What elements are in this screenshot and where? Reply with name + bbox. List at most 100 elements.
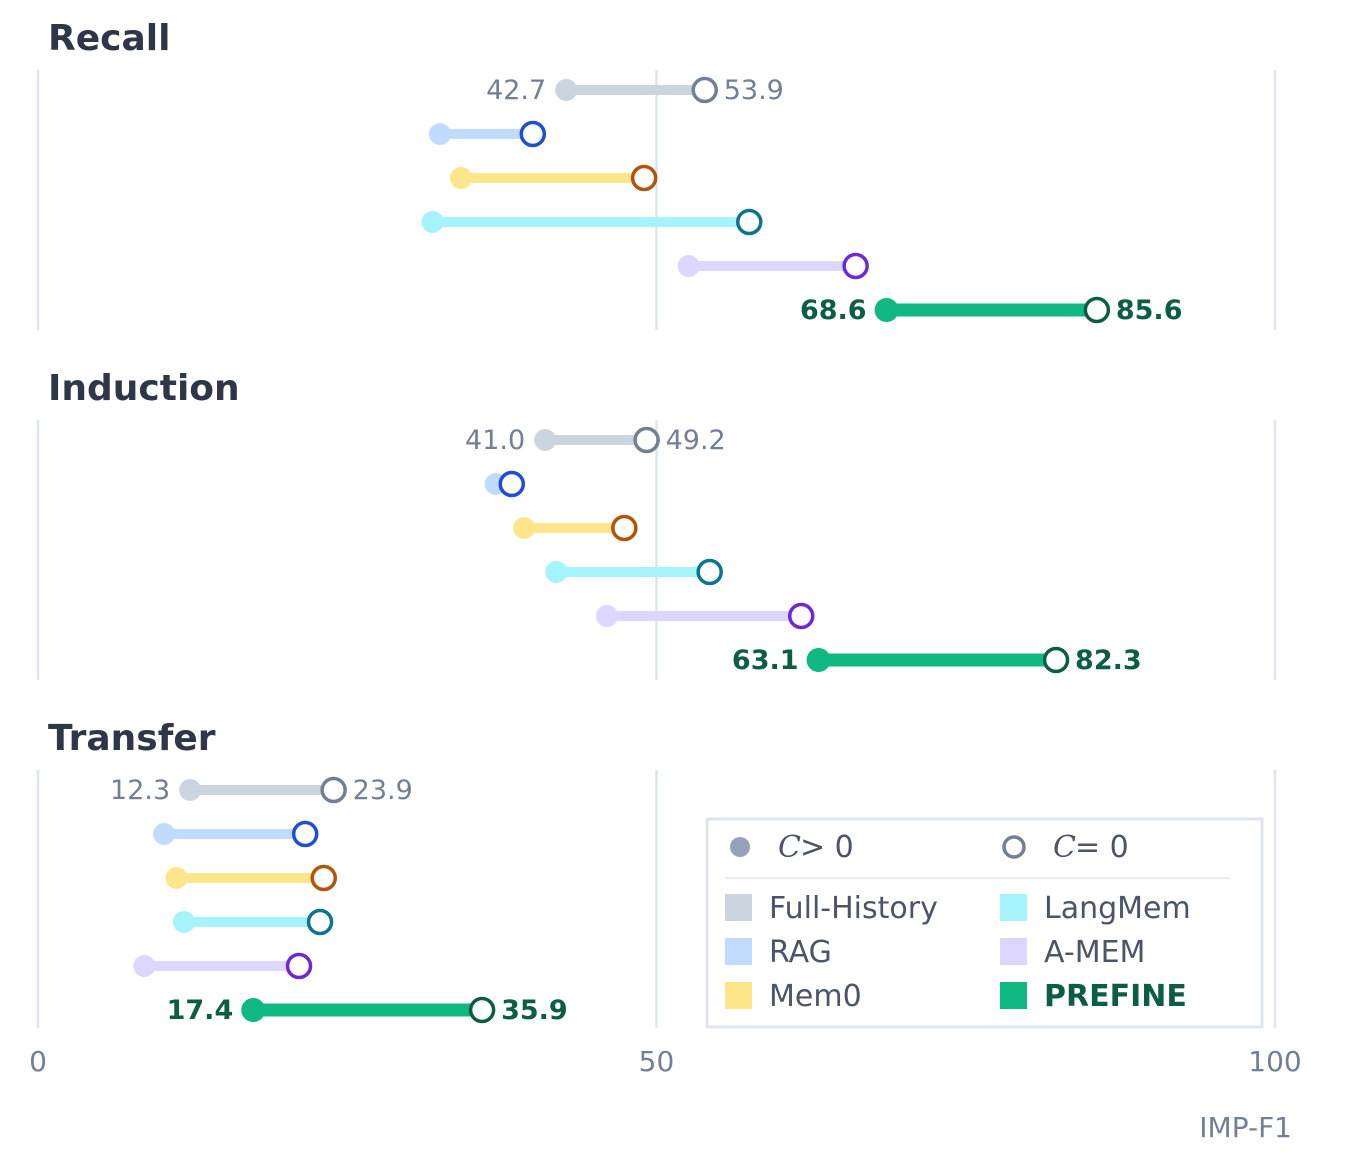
point-c-zero-a-mem (787, 602, 815, 630)
row-mem0 (513, 514, 638, 542)
row-full-history: 12.3 23.9 (110, 775, 413, 806)
legend-item-prefine: PREFINE (1000, 979, 1187, 1014)
point-c-pos-prefine (806, 648, 831, 672)
point-c-zero-rag (519, 120, 547, 148)
x-tick-label: 50 (639, 1045, 675, 1078)
point-c-zero-langmem (306, 908, 334, 936)
legend-item-mem0: Mem0 (725, 979, 862, 1014)
row-mem0 (450, 164, 658, 192)
panel-transfer: Transfer 12.3 23.9 17.4 35.9 (36, 718, 1277, 1028)
open-circle-icon (1002, 835, 1026, 859)
data-label: 68.6 (800, 295, 867, 326)
legend-swatch (1000, 894, 1027, 921)
panel-induction: Induction 41.0 49.2 63.1 82.3 (36, 368, 1277, 680)
point-c-pos-full-history (555, 79, 578, 101)
point-c-zero-mem0 (611, 514, 638, 542)
x-tick-label: 100 (1248, 1045, 1301, 1078)
legend-marker-label: > 0 (800, 830, 854, 865)
legend-swatch (725, 938, 752, 965)
point-c-zero-mem0 (310, 864, 337, 892)
row-a-mem (596, 602, 815, 630)
data-label: 53.9 (724, 75, 784, 106)
panel-title: Transfer (48, 718, 216, 759)
row-langmem (172, 908, 334, 936)
point-c-zero-langmem (696, 558, 723, 586)
panel-recall: Recall 42.7 53.9 68.6 85.6 (36, 18, 1277, 330)
data-label: 49.2 (666, 425, 726, 456)
row-full-history: 42.7 53.9 (486, 75, 784, 106)
point-c-zero-prefine (468, 996, 496, 1024)
legend-marker-label: = 0 (1075, 830, 1129, 865)
legend-item-a-mem: A-MEM (1000, 935, 1145, 970)
point-c-pos-mem0 (513, 517, 536, 539)
data-label: 17.4 (167, 995, 234, 1026)
legend-label: Full-History (769, 891, 938, 926)
row-prefine: 17.4 35.9 (167, 995, 568, 1026)
row-rag (484, 470, 526, 498)
x-tick-label: 0 (29, 1045, 47, 1078)
legend-label: A-MEM (1044, 935, 1145, 970)
legend-box (705, 817, 1264, 1029)
row-langmem (421, 208, 763, 236)
point-c-pos-langmem (421, 211, 444, 233)
legend-swatch (725, 982, 752, 1009)
legend-swatch (1000, 938, 1027, 965)
data-label: 23.9 (353, 775, 413, 806)
legend-item-rag: RAG (725, 935, 832, 970)
panel-title: Recall (48, 18, 170, 59)
row-rag (153, 820, 319, 848)
row-langmem (545, 558, 723, 586)
point-c-pos-a-mem (133, 955, 156, 977)
point-c-pos-mem0 (165, 867, 188, 889)
point-c-zero-a-mem (285, 952, 313, 980)
filled-circle-icon (730, 837, 750, 857)
point-c-zero-prefine (1083, 296, 1111, 324)
legend-label: LangMem (1044, 891, 1191, 926)
point-c-pos-rag (153, 823, 176, 845)
point-c-zero-langmem (736, 208, 763, 236)
legend-label: PREFINE (1044, 979, 1187, 1014)
legend-label: Mem0 (769, 979, 862, 1014)
point-c-zero-full-history (691, 76, 718, 104)
row-a-mem (133, 952, 313, 980)
legend-label: RAG (769, 935, 832, 970)
row-rag (429, 120, 547, 148)
panel-title: Induction (48, 368, 240, 409)
data-label: 85.6 (1116, 295, 1183, 326)
row-prefine: 63.1 82.3 (732, 645, 1142, 676)
row-a-mem (677, 252, 869, 280)
point-c-zero-prefine (1042, 646, 1070, 674)
point-c-pos-langmem (545, 561, 568, 583)
legend-swatch (725, 894, 752, 921)
x-axis-label: IMP-F1 (1199, 1111, 1292, 1144)
point-c-pos-a-mem (596, 605, 619, 627)
row-prefine: 68.6 85.6 (800, 295, 1183, 326)
legend-item-full-history: Full-History (725, 891, 938, 926)
legend-marker-open: C = 0 (1002, 830, 1129, 865)
legend-marker-filled: C > 0 (730, 830, 854, 865)
point-c-pos-full-history (179, 779, 202, 801)
legend-item-langmem: LangMem (1000, 891, 1191, 926)
point-c-zero-a-mem (842, 252, 869, 280)
x-axis: 0 50 100 IMP-F1 (29, 1045, 1302, 1144)
data-label: 12.3 (110, 775, 170, 806)
point-c-zero-rag (498, 470, 526, 498)
point-c-pos-a-mem (677, 255, 700, 277)
legend-swatch (1000, 982, 1027, 1009)
point-c-pos-prefine (241, 998, 266, 1022)
point-c-zero-mem0 (630, 164, 658, 192)
point-c-pos-mem0 (450, 167, 473, 189)
point-c-zero-full-history (633, 426, 660, 454)
point-c-pos-prefine (874, 298, 899, 322)
legend-var: C (1053, 830, 1076, 865)
data-label: 82.3 (1075, 645, 1142, 676)
point-c-zero-rag (291, 820, 319, 848)
data-label: 35.9 (501, 995, 568, 1026)
row-full-history: 41.0 49.2 (465, 425, 726, 456)
point-c-zero-full-history (320, 776, 347, 804)
legend-var: C (778, 830, 801, 865)
data-label: 63.1 (732, 645, 799, 676)
row-mem0 (165, 864, 337, 892)
